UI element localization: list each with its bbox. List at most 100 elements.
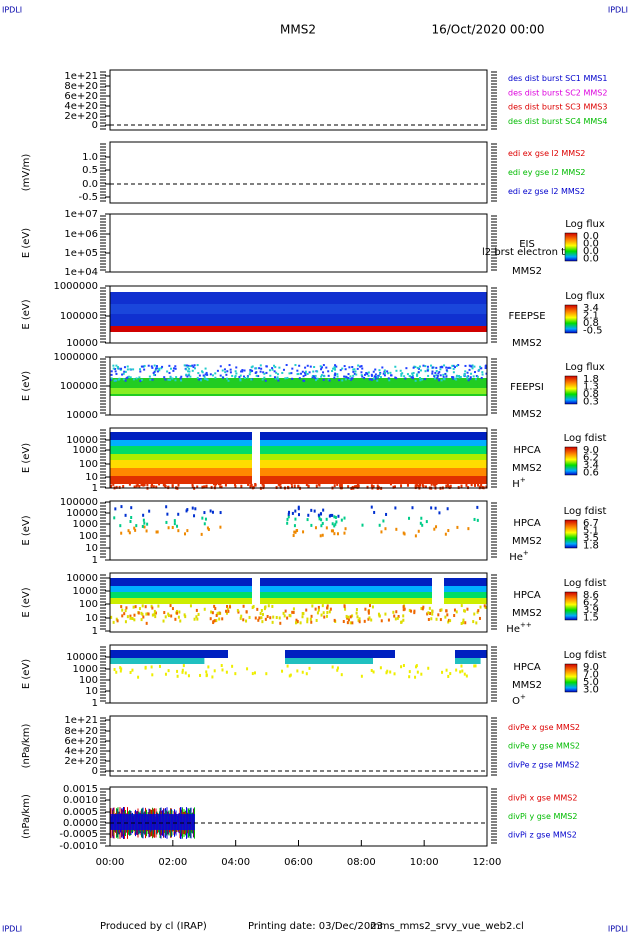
spectrogram-dot bbox=[472, 620, 475, 624]
spectrogram-dot bbox=[185, 373, 188, 376]
spectrogram-dot bbox=[140, 378, 143, 381]
spectrogram-dot bbox=[322, 378, 325, 381]
spectrogram-dot bbox=[200, 532, 203, 536]
spectrogram-dot bbox=[305, 672, 308, 676]
spectrogram-dot bbox=[200, 379, 203, 382]
spectrogram-dot bbox=[166, 512, 169, 516]
spectrogram-dot bbox=[274, 366, 277, 369]
spectrogram-dot bbox=[407, 483, 410, 487]
spectrogram-dot bbox=[336, 373, 339, 376]
spectrogram-dot bbox=[276, 376, 279, 379]
spectrogram-dot bbox=[122, 372, 125, 375]
y-tick-label: 1000000 bbox=[53, 352, 98, 363]
spectrogram-dot bbox=[267, 604, 270, 608]
spectrogram-dot bbox=[275, 371, 278, 374]
spectrogram-dot bbox=[196, 485, 199, 489]
colorbar-label: 7.0 bbox=[583, 670, 599, 681]
spectrogram-dot bbox=[291, 485, 294, 489]
spectrogram-dot bbox=[361, 375, 364, 378]
spectrogram-dot bbox=[395, 369, 398, 372]
spectrogram-dot bbox=[325, 366, 328, 369]
spectrogram-dot bbox=[252, 605, 255, 609]
spectrogram-dot bbox=[203, 375, 206, 378]
spectrogram-dot bbox=[117, 378, 120, 381]
spectrogram-dot bbox=[167, 612, 170, 616]
spectrogram-dot bbox=[291, 610, 294, 614]
spectrogram-dot bbox=[334, 368, 337, 371]
spectrogram-dot bbox=[345, 614, 348, 618]
spectrogram-dot bbox=[246, 375, 249, 378]
spectrogram-dot bbox=[333, 618, 336, 622]
spectrogram-dot bbox=[229, 368, 232, 371]
spectrogram-dot bbox=[372, 485, 375, 489]
spectrogram-dot bbox=[436, 374, 439, 377]
species-label: He++ bbox=[506, 621, 532, 635]
spectrogram-dot bbox=[420, 672, 423, 676]
spectrogram-dot bbox=[240, 370, 243, 373]
spectrogram-dot bbox=[112, 364, 115, 367]
spectrogram-dot bbox=[360, 365, 363, 368]
spectrogram-dot bbox=[384, 527, 387, 531]
spectrogram-dot bbox=[296, 619, 299, 623]
spectrogram-dot bbox=[452, 377, 455, 380]
spectrogram-dot bbox=[476, 375, 479, 378]
spectrogram-dot bbox=[396, 616, 399, 620]
spectrogram-dot bbox=[265, 371, 268, 374]
spectrogram-dot bbox=[306, 372, 309, 375]
spectrogram-dot bbox=[467, 379, 470, 382]
spectrogram-dot bbox=[227, 379, 230, 382]
spectrogram-dot bbox=[453, 377, 456, 380]
spectrogram-dot bbox=[414, 675, 417, 679]
species-label: H+ bbox=[512, 476, 526, 490]
y-tick-label: 0.5 bbox=[82, 165, 98, 176]
y-tick-label: 1 bbox=[92, 626, 98, 637]
spectrogram-dot bbox=[372, 377, 375, 380]
file-name: mms_mms2_srvy_vue_web2.cl bbox=[370, 921, 524, 932]
legend-entry: divPe z gse MMS2 bbox=[508, 760, 579, 769]
spectrogram-dot bbox=[207, 528, 210, 532]
spectrogram-dot bbox=[464, 621, 467, 625]
spectrogram-dot bbox=[470, 365, 473, 368]
spectrogram-dot bbox=[264, 605, 267, 609]
spectrogram-dot bbox=[439, 374, 442, 377]
spectrogram-dot bbox=[417, 484, 420, 488]
spectrogram-dot bbox=[357, 364, 360, 367]
spectrogram-dot bbox=[271, 604, 274, 608]
spectrogram-dot bbox=[352, 374, 355, 377]
spectrogram-dot bbox=[219, 511, 222, 515]
spectrogram-dot bbox=[376, 379, 379, 382]
spectrogram-dot bbox=[167, 526, 170, 530]
spectrogram-dot bbox=[421, 607, 424, 611]
spectrogram-dot bbox=[343, 375, 346, 378]
side-label: MMS2 bbox=[512, 608, 542, 619]
spectrogram-dot bbox=[427, 611, 430, 615]
colorbar-title: Log flux bbox=[565, 362, 605, 373]
spectrogram-dot bbox=[338, 379, 341, 382]
spectrogram-dot bbox=[171, 526, 174, 530]
spectrogram-dot bbox=[430, 506, 433, 510]
spectrogram-dot bbox=[434, 377, 437, 380]
spectrogram-dot bbox=[165, 505, 168, 509]
spectrogram-dot bbox=[347, 615, 350, 619]
spectrogram-dot bbox=[124, 370, 127, 373]
spectrogram-dot bbox=[458, 375, 461, 378]
spectrogram-dot bbox=[465, 483, 468, 487]
spectrogram-dot bbox=[138, 485, 141, 489]
spectrogram-dot bbox=[261, 620, 264, 624]
spectrogram bbox=[110, 592, 487, 598]
spectrogram-dot bbox=[366, 485, 369, 489]
spectrogram-dot bbox=[153, 370, 156, 373]
colorbar bbox=[564, 519, 578, 549]
spectrogram-dot bbox=[152, 372, 155, 375]
spectrogram-dot bbox=[290, 372, 293, 375]
side-label: HPCA bbox=[513, 590, 541, 601]
spectrogram-dot bbox=[265, 365, 268, 368]
spectrogram-dot bbox=[416, 366, 419, 369]
legend-entry: divPi y gse MMS2 bbox=[508, 812, 577, 821]
spectrogram-dot bbox=[245, 619, 248, 623]
spectrogram-dot bbox=[186, 364, 189, 367]
spectrogram-dot bbox=[153, 609, 156, 613]
spectrogram-dot bbox=[309, 365, 312, 368]
spectrogram-dot bbox=[480, 367, 483, 370]
spectrogram-dot bbox=[189, 375, 192, 378]
